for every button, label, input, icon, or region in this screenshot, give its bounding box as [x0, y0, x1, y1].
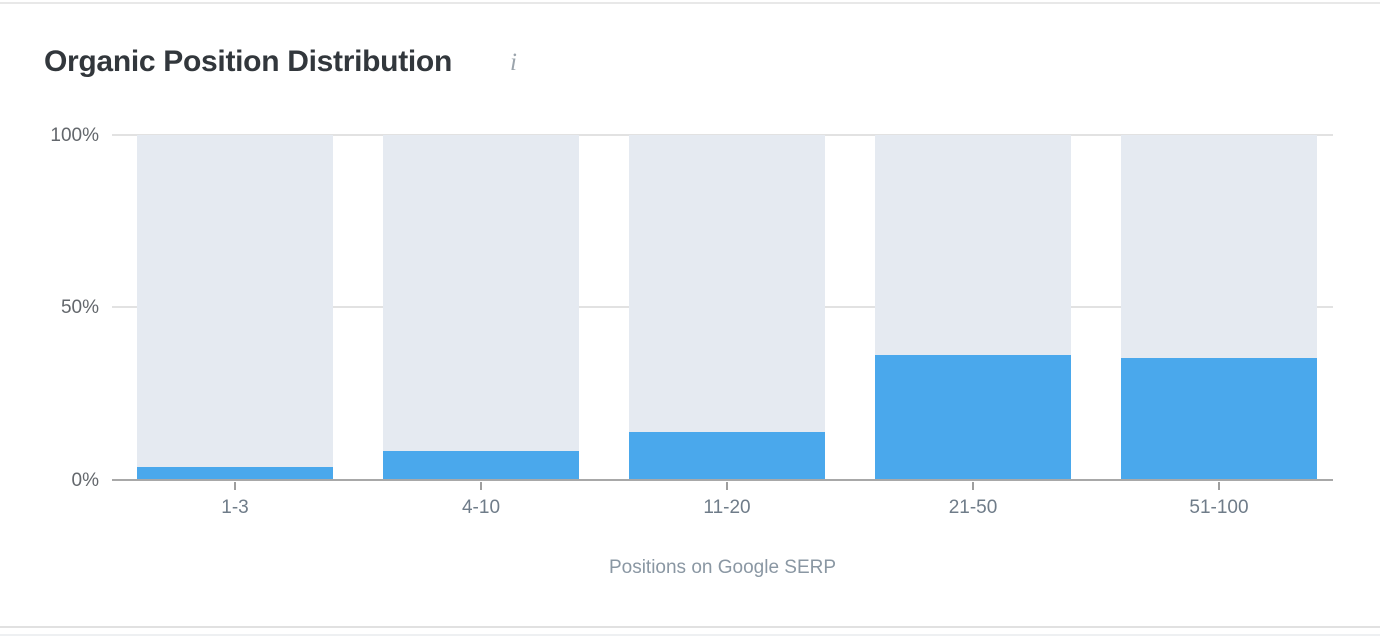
plot-area: 1-3 4-10 11-20 21-50 51-100 [112, 135, 1333, 518]
x-axis-title: Positions on Google SERP [608, 557, 837, 578]
y-axis-tick-label: 100% [50, 125, 99, 146]
bar-column[interactable]: 4-10 [383, 135, 579, 518]
bar-column[interactable]: 1-3 [137, 135, 333, 518]
x-axis-label: 1-3 [221, 497, 249, 518]
bar-fill[interactable] [137, 466, 333, 480]
bar-column[interactable]: 21-50 [875, 135, 1071, 518]
page-title: Organic Position Distribution [44, 45, 452, 78]
next-card-top-divider [0, 634, 1380, 636]
x-axis-label: 21-50 [948, 497, 998, 518]
bar-track [137, 135, 333, 480]
x-axis-label: 51-100 [1189, 497, 1249, 518]
bar-fill[interactable] [1121, 357, 1317, 480]
x-axis-tick [234, 482, 236, 490]
x-axis-tick [480, 482, 482, 490]
x-axis-line [112, 479, 1333, 481]
bar-track [629, 135, 825, 480]
y-axis-tick-label: 0% [71, 470, 99, 491]
x-axis-label: 4-10 [461, 497, 501, 518]
info-icon[interactable]: i [510, 49, 517, 76]
y-axis-tick-label: 50% [60, 297, 99, 318]
x-axis-tick [1218, 482, 1220, 490]
bar-track [383, 135, 579, 480]
card-top-divider [0, 2, 1380, 4]
x-axis-label: 11-20 [703, 497, 751, 518]
bar-fill[interactable] [875, 354, 1071, 480]
card-bottom-divider [0, 626, 1380, 628]
bar-fill[interactable] [629, 432, 825, 480]
x-axis-tick [726, 482, 728, 490]
bar-column[interactable]: 11-20 [629, 135, 825, 518]
bar-fill[interactable] [383, 450, 579, 480]
x-axis-tick [972, 482, 974, 490]
bar-column[interactable]: 51-100 [1121, 135, 1317, 518]
